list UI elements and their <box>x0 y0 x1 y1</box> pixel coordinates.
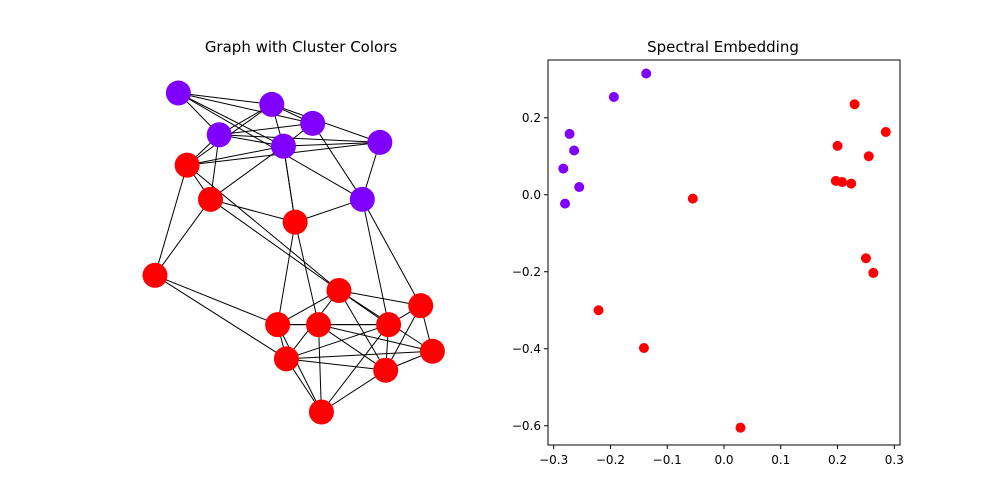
graph-node-red <box>306 312 332 338</box>
x-tick-label: −0.2 <box>596 453 625 467</box>
graph-edge <box>154 274 287 360</box>
graph-edge <box>338 289 421 307</box>
scatter-point-red <box>846 178 857 189</box>
graph-edge <box>219 134 380 143</box>
graph-edge <box>178 92 272 105</box>
graph-edge <box>361 199 390 325</box>
graph-node-red <box>408 293 434 319</box>
graph-edge <box>318 324 322 413</box>
graph-node-purple <box>300 110 326 136</box>
graph-edge <box>277 324 322 413</box>
graph-node-purple <box>349 186 375 212</box>
scatter-point-red <box>593 305 604 316</box>
graph-edge <box>282 146 296 223</box>
scatter-points <box>558 68 891 433</box>
graph-edge <box>338 290 387 371</box>
graph-edge <box>210 198 296 223</box>
graph-node-purple <box>270 133 296 159</box>
scatter-point-purple <box>569 145 580 156</box>
graph-edge <box>154 274 278 326</box>
scatter-point-purple <box>574 182 585 193</box>
x-tick-label: 0.1 <box>771 453 790 467</box>
x-tick-label: 0.2 <box>828 453 847 467</box>
graph-node-red <box>419 338 445 364</box>
x-tick-label: −0.3 <box>539 453 568 467</box>
graph-node-purple <box>259 91 285 117</box>
scatter-point-red <box>832 140 843 151</box>
graph-edge <box>186 164 340 291</box>
graph-edge <box>286 350 433 360</box>
graph-edge <box>277 222 296 325</box>
graph-edge <box>154 165 188 276</box>
graph-node-purple <box>367 129 393 155</box>
graph-edge <box>294 222 320 325</box>
graph-node-red <box>142 262 168 288</box>
x-tick-label: 0.0 <box>714 453 733 467</box>
graph-node-red <box>308 399 334 425</box>
graph-edge <box>271 103 381 143</box>
scatter-title: Spectral Embedding <box>647 38 799 56</box>
graph-node-purple <box>206 122 232 148</box>
scatter-x-axis: −0.3 −0.2 −0.1 0.0 0.1 0.2 0.3 <box>539 445 904 467</box>
x-tick-label: −0.1 <box>653 453 682 467</box>
scatter-point-purple <box>564 128 575 139</box>
graph-edge <box>154 199 211 276</box>
scatter-point-purple <box>608 91 619 102</box>
graph-node-red <box>326 277 352 303</box>
graph-edge <box>286 358 386 371</box>
graph-edge <box>219 122 313 136</box>
graph-node-red <box>376 312 402 338</box>
graph-node-red <box>197 186 223 212</box>
graph-node-red <box>174 152 200 178</box>
scatter-point-purple <box>641 68 652 79</box>
scatter-point-red <box>687 193 698 204</box>
graph-edge <box>321 324 389 413</box>
graph-title: Graph with Cluster Colors <box>205 38 398 56</box>
graph-node-red <box>282 209 308 235</box>
scatter-point-red <box>863 151 874 162</box>
y-tick-label: 0.0 <box>522 188 541 202</box>
graph-node-red <box>273 346 299 372</box>
scatter-point-red <box>868 267 879 278</box>
graph-edge <box>286 324 389 360</box>
graph-edge <box>187 145 284 166</box>
graph-edges <box>154 92 433 413</box>
graph-edge <box>318 324 433 352</box>
graph-edge <box>318 324 386 371</box>
y-tick-label: −0.2 <box>512 265 541 279</box>
graph-node-red <box>265 312 291 338</box>
graph-node-red <box>373 357 399 383</box>
graph-edge <box>361 199 422 306</box>
y-tick-label: −0.4 <box>512 342 541 356</box>
graph-edge <box>321 369 386 413</box>
scatter-y-axis: 0.2 0.0 −0.2 −0.4 −0.6 <box>512 111 548 433</box>
scatter-point-red <box>849 99 860 110</box>
x-tick-label: 0.3 <box>885 453 904 467</box>
y-tick-label: 0.2 <box>522 111 541 125</box>
graph-edge <box>312 123 363 200</box>
scatter-point-red <box>837 177 848 188</box>
graph-edge <box>283 141 380 147</box>
graph-edge <box>178 92 363 200</box>
scatter-point-red <box>735 422 746 433</box>
y-tick-label: −0.6 <box>512 419 541 433</box>
scatter-point-red <box>860 253 871 264</box>
scatter-point-purple <box>558 163 569 174</box>
graph-edge <box>178 92 313 124</box>
graph-nodes <box>142 80 445 425</box>
scatter-point-red <box>638 342 649 353</box>
graph-node-purple <box>165 80 191 106</box>
scatter-point-purple <box>560 198 571 209</box>
graph-edge <box>210 198 340 291</box>
scatter-point-red <box>880 126 891 137</box>
